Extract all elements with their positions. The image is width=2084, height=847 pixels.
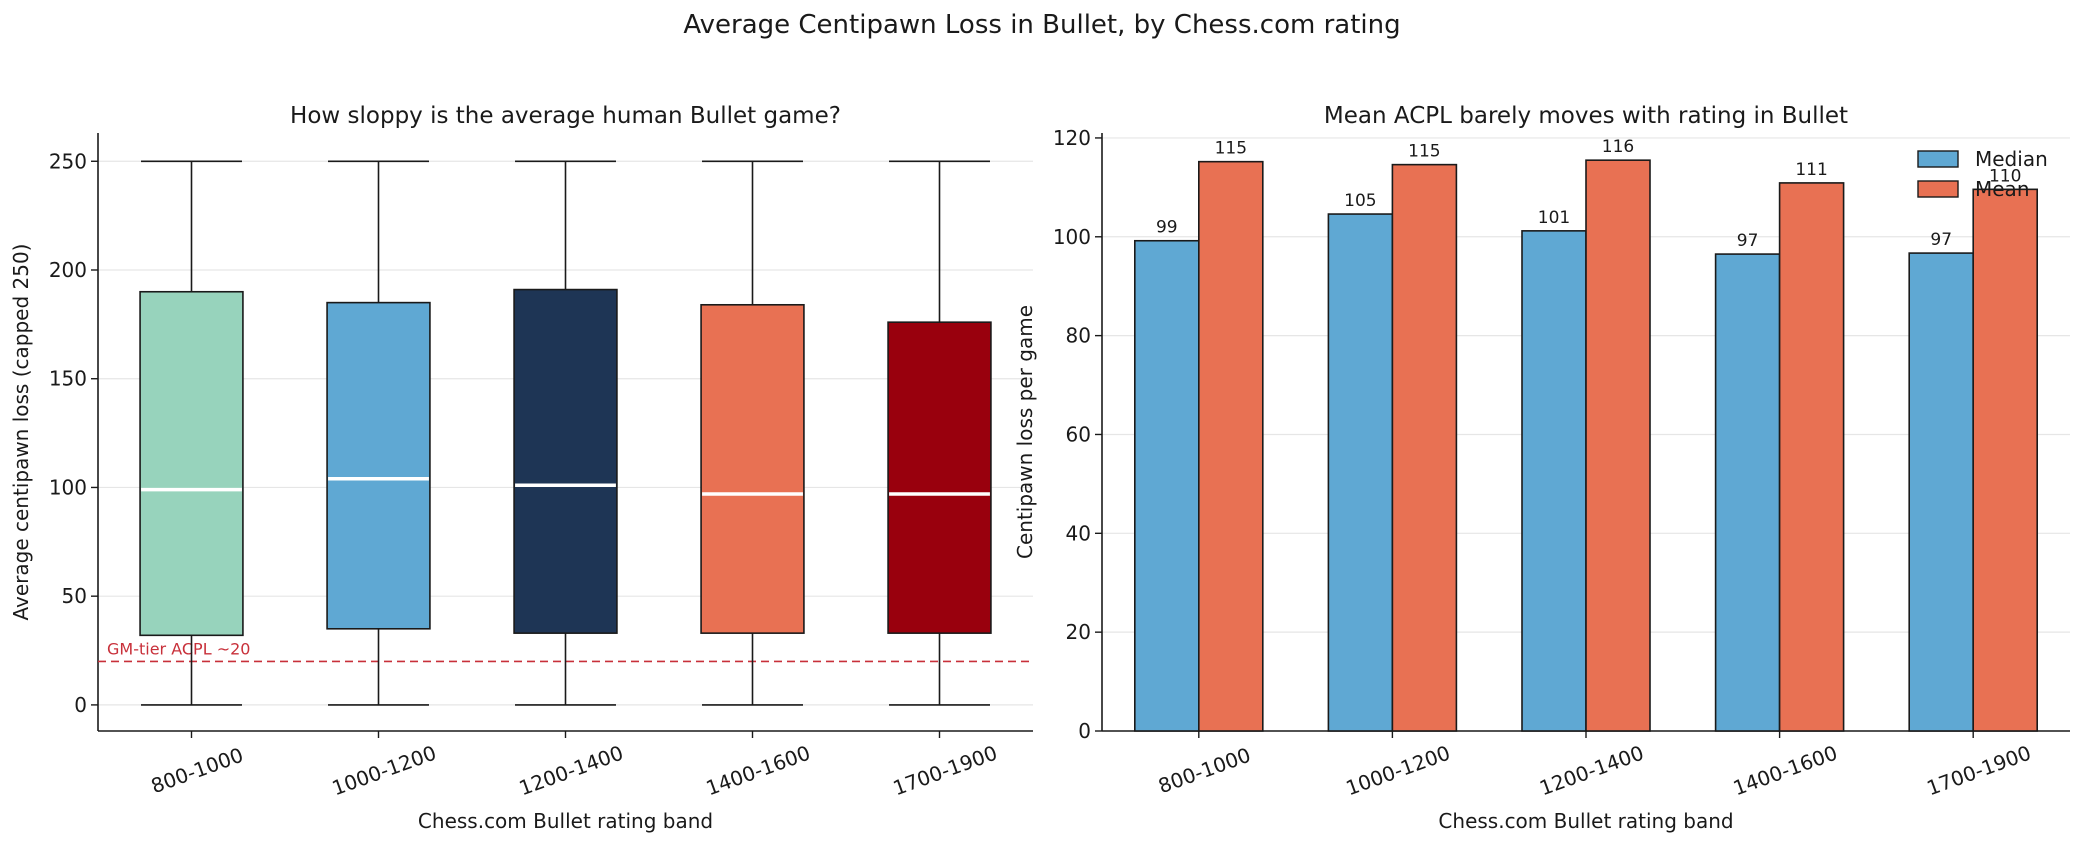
bar-median-800-1000 xyxy=(1134,239,1200,732)
bar-value-label: 97 xyxy=(1737,231,1759,251)
bar-median-1000-1200 xyxy=(1327,213,1394,732)
y-tick-label: 200 xyxy=(49,258,87,282)
panel-title: Mean ACPL barely moves with rating in Bu… xyxy=(1324,103,1848,129)
x-tick-label: 1400-1600 xyxy=(1730,741,1841,801)
bar-chart-panel: 0 20 40 60 80 100 120 800-1000 1000-1200 1200-140… xyxy=(1013,103,2070,833)
box-1000-1200 xyxy=(326,301,431,630)
bar-median-1200-1400 xyxy=(1521,230,1587,732)
y-tick-label: 40 xyxy=(1066,521,1091,545)
bar-value-label: 115 xyxy=(1215,139,1247,159)
y-tick-label: 120 xyxy=(1053,126,1091,150)
bar-value-label: 115 xyxy=(1408,142,1440,162)
x-tick-label: 1200-1400 xyxy=(1536,741,1647,801)
legend-swatch-mean xyxy=(1917,180,1959,198)
bar-mean-1000-1200 xyxy=(1391,163,1458,732)
bar-mean-800-1000 xyxy=(1198,160,1264,732)
x-tick-label: 1700-1900 xyxy=(1923,741,2034,801)
x-tick-label: 1200-1400 xyxy=(516,741,627,801)
bar-value-label: 97 xyxy=(1930,230,1952,250)
y-tick-label: 0 xyxy=(1078,719,1091,743)
bar-mean-1200-1400 xyxy=(1585,159,1651,732)
bar-value-label: 111 xyxy=(1795,160,1827,180)
x-tick-label: 800-1000 xyxy=(1155,743,1254,798)
bar-value-label: 110 xyxy=(1989,166,2021,186)
y-tick-label: 20 xyxy=(1066,620,1091,644)
bar-median-1700-1900 xyxy=(1908,252,1974,732)
reference-line-label: GM-tier ACPL ~20 xyxy=(107,639,250,658)
y-tick-label: 50 xyxy=(62,584,87,608)
legend-label: Median xyxy=(1975,147,2048,171)
x-tick-label: 1000-1200 xyxy=(329,741,440,801)
bar-mean-1400-1600 xyxy=(1778,182,1845,732)
x-tick-label: 1700-1900 xyxy=(890,741,1001,801)
legend-label: Mean xyxy=(1975,177,2030,201)
y-axis-label: Average centipawn loss (capped 250) xyxy=(9,244,33,621)
y-tick-label: 0 xyxy=(74,693,87,717)
x-axis-label: Chess.com Bullet rating band xyxy=(1438,809,1733,833)
y-tick-label: 100 xyxy=(1053,225,1091,249)
box-plot-panel: 0 50 100 150 200 250 800-1000 1000-1200 1200-140… xyxy=(9,103,1033,833)
figure-title: Average Centipawn Loss in Bullet, by Che… xyxy=(683,10,1400,40)
x-tick-label: 1400-1600 xyxy=(703,741,814,801)
y-tick-label: 80 xyxy=(1066,324,1091,348)
x-tick-label: 800-1000 xyxy=(148,743,247,798)
y-tick-label: 60 xyxy=(1066,422,1091,446)
box-1400-1600 xyxy=(700,303,805,634)
legend-swatch-median xyxy=(1917,150,1959,168)
y-tick-label: 150 xyxy=(49,367,87,391)
bar-value-label: 101 xyxy=(1538,208,1570,228)
panel-title: How sloppy is the average human Bullet g… xyxy=(290,103,841,129)
bar-median-1400-1600 xyxy=(1714,253,1781,732)
bar-value-label: 105 xyxy=(1344,191,1376,211)
bar-value-label: 116 xyxy=(1602,137,1634,157)
y-tick-label: 100 xyxy=(49,475,87,499)
y-tick-label: 250 xyxy=(49,149,87,173)
box-800-1000 xyxy=(139,290,244,637)
y-axis-label: Centipawn loss per game xyxy=(1013,305,1037,559)
x-tick-label: 1000-1200 xyxy=(1343,741,1454,801)
x-axis-label: Chess.com Bullet rating band xyxy=(418,809,713,833)
box-1200-1400 xyxy=(513,288,618,634)
bar-value-label: 99 xyxy=(1156,218,1178,238)
box-1700-1900 xyxy=(887,321,992,634)
bar-mean-1700-1900 xyxy=(1972,188,2038,732)
